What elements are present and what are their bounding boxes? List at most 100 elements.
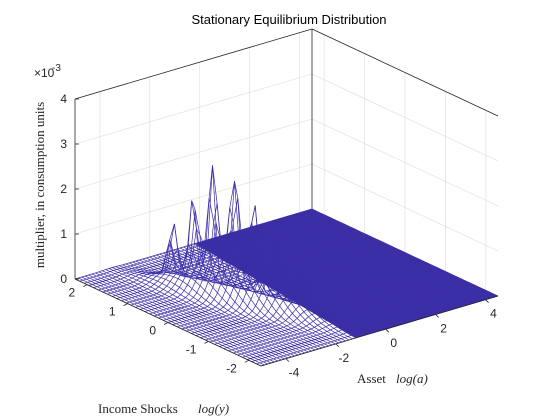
surface-mesh [74, 165, 499, 367]
mesh-line-const-x [176, 248, 363, 336]
mesh-line-const-x [220, 235, 407, 324]
mesh-line-const-x [206, 239, 394, 328]
mesh-line-const-x [217, 236, 404, 325]
y-tick-label: -1 [186, 342, 197, 356]
mesh-line-const-x [294, 213, 482, 302]
mesh-line-const-x [233, 229, 421, 320]
mesh-line-const-x [115, 266, 302, 355]
mesh-line-const-x [288, 215, 475, 304]
mesh-line-const-x [277, 218, 465, 307]
mesh-line-const-x [230, 229, 417, 321]
mesh-line-const-x [281, 217, 468, 306]
mesh-line-const-x [210, 238, 397, 327]
mesh-line-const-x [156, 245, 343, 343]
mesh-line-const-x [91, 273, 279, 362]
x-tick-mark [335, 343, 340, 348]
mesh-line-const-x [78, 277, 265, 366]
mesh-line-const-x [196, 242, 384, 331]
mesh-line-const-x [267, 221, 455, 310]
z-axis-label: multiplier, in consumption units [32, 102, 47, 268]
mesh-line-const-x [186, 245, 373, 333]
mesh-line-const-x [237, 230, 424, 319]
mesh-line-const-x [105, 269, 292, 358]
chart-title: Stationary Equilibrium Distribution [191, 12, 386, 27]
mesh-line-const-x [240, 229, 428, 318]
z-tick-label: 2 [60, 182, 67, 196]
z-tick-label: 0 [60, 272, 67, 286]
mesh-line-const-x [179, 247, 367, 335]
mesh-line-const-x [227, 233, 414, 322]
mesh-line-const-x [247, 227, 434, 316]
mesh-line-const-x [298, 212, 485, 301]
x-axis-label: Asset log(a) [357, 371, 428, 386]
svg-text:Asset: Asset [357, 371, 386, 386]
y-tick-label: -2 [226, 361, 237, 375]
mesh-line-const-x [173, 249, 360, 337]
z-exponent: ×10 -3 [34, 63, 61, 80]
x-tick-mark [285, 358, 290, 362]
z-tick-label: 3 [60, 137, 67, 151]
x-tick-label: 0 [390, 336, 397, 350]
svg-text:Income Shocks: Income Shocks [98, 401, 178, 416]
mesh-line-const-x [162, 252, 350, 341]
x-tick-mark [485, 299, 489, 303]
mesh-line-const-x [257, 224, 444, 313]
mesh-line-const-x [193, 243, 380, 332]
mesh-line-const-x [305, 210, 492, 299]
y-tick-label: 1 [109, 305, 116, 319]
x-tick-label: 2 [440, 321, 447, 335]
axes-box [74, 28, 499, 367]
x-tick-label: -4 [289, 366, 300, 380]
grid-line-z-side [311, 73, 499, 162]
mesh-line-const-x [169, 250, 356, 339]
grid-line-z-back [74, 118, 313, 190]
mesh-line-const-x [95, 272, 282, 361]
y-tick-mark [244, 359, 250, 363]
mesh-line-const-x [88, 274, 275, 363]
mesh-line-const-x [274, 219, 461, 308]
mesh-line-const-x [118, 265, 306, 354]
mesh-line-const-x [183, 246, 370, 334]
y-tick-label: 2 [68, 286, 75, 300]
svg-text:×10: ×10 [34, 66, 55, 80]
mesh-line-const-x [261, 223, 448, 312]
mesh-line-const-x [264, 222, 451, 311]
grid-line-z-back [74, 163, 313, 235]
x-tick-mark [435, 314, 439, 318]
z-tick-label: 1 [60, 227, 67, 241]
mesh-line-const-x [98, 271, 285, 360]
top-back-edge [74, 28, 313, 100]
mesh-line-const-x [254, 225, 441, 314]
mesh-line-const-x [122, 264, 309, 353]
mesh-line-const-x [108, 268, 296, 357]
mesh-line-const-x [101, 270, 289, 359]
svg-text:-3: -3 [52, 63, 61, 74]
mesh-line-const-x [200, 241, 387, 330]
grid-line-z-back [74, 73, 313, 145]
y-tick-mark [123, 303, 128, 306]
mesh-line-const-x [145, 181, 333, 346]
x-tick-label: 4 [490, 307, 497, 321]
mesh-line-const-x [85, 275, 272, 364]
y-axis-label: Income Shocks log(y) [98, 401, 229, 416]
mesh-line-const-x [301, 211, 488, 300]
grid-line-z-side [311, 118, 499, 207]
x-axis-line [260, 295, 499, 367]
x-tick-mark [385, 328, 390, 333]
y-tick-mark [204, 341, 209, 344]
top-side-edge [311, 28, 499, 117]
mesh-line-const-x [159, 241, 346, 342]
z-tick-label: 4 [60, 92, 67, 106]
mesh-line-const-x [112, 267, 299, 356]
mesh-line-const-x [189, 244, 377, 333]
y-tick-mark [163, 322, 169, 325]
mesh-line-const-x [311, 208, 499, 297]
mesh-line-const-x [284, 216, 472, 305]
svg-text:log(a): log(a) [396, 371, 428, 386]
mesh-line-const-x [291, 214, 478, 303]
mesh-line-const-x [203, 240, 390, 329]
x-tick-label: -2 [339, 351, 350, 365]
mesh-line-const-x [250, 226, 438, 315]
mesh-line-const-x [244, 228, 431, 317]
